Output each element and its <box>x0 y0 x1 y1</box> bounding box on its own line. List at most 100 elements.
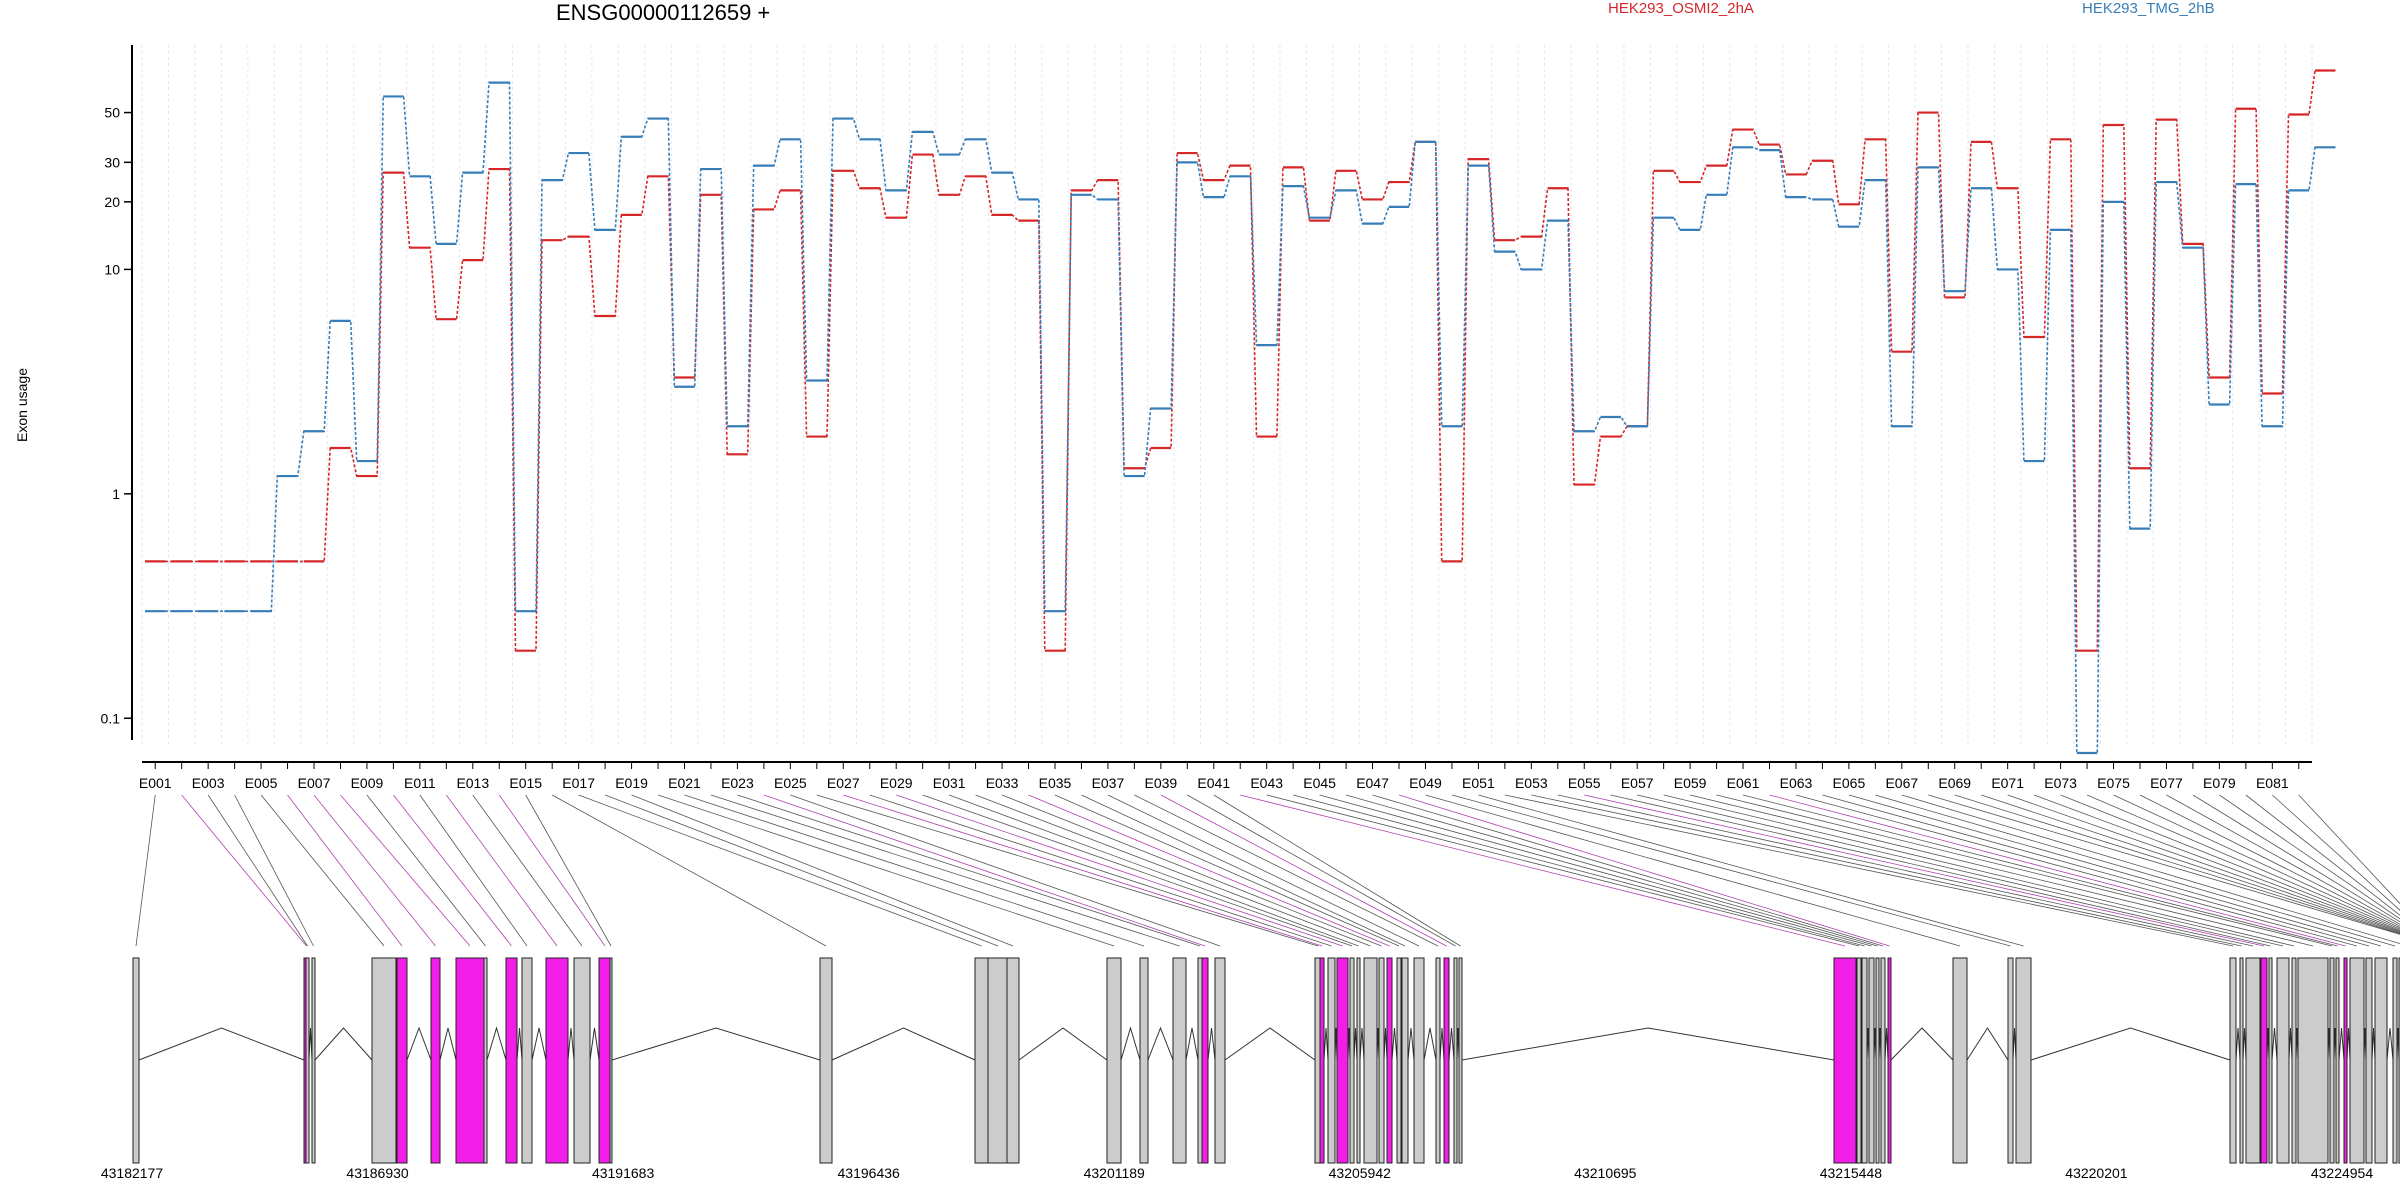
x-tick-label: E045 <box>1303 775 1336 791</box>
x-tick-label: E011 <box>404 775 436 791</box>
y-tick-label: 30 <box>104 154 120 170</box>
intron-line <box>1120 1026 1141 1061</box>
exon-block <box>609 957 613 1164</box>
exon-block <box>1401 957 1409 1164</box>
genomic-tick-label: 43215448 <box>1820 1165 1883 1181</box>
exon-block <box>1214 957 1226 1164</box>
x-tick-label: E007 <box>298 775 331 791</box>
y-tick-label: 10 <box>104 261 120 277</box>
x-tick-label: E073 <box>2044 775 2077 791</box>
exon-connector <box>2113 794 2400 929</box>
exon-connector <box>551 794 827 947</box>
exon-connector <box>1928 794 2400 935</box>
x-tick-label: E001 <box>139 775 172 791</box>
exon-connector <box>843 794 1323 947</box>
exon-block <box>1435 957 1441 1164</box>
exon-block <box>2392 957 2398 1164</box>
exon-block <box>430 957 441 1164</box>
y-tick-label: 50 <box>104 105 120 121</box>
x-tick-label: E043 <box>1250 775 1283 791</box>
x-tick-label: E059 <box>1674 775 1707 791</box>
exon-block <box>505 957 518 1164</box>
exon-block <box>545 957 569 1164</box>
intron-line <box>1207 1027 1216 1061</box>
exon-connector <box>1584 794 2265 947</box>
exon-connector <box>2139 794 2400 927</box>
exon-block <box>1378 957 1385 1164</box>
exon-block <box>2015 957 2032 1164</box>
exon-connector <box>207 794 308 947</box>
intron-line <box>1391 1027 1398 1061</box>
exon-connector <box>2007 794 2400 933</box>
x-tick-label: E075 <box>2097 775 2130 791</box>
exon-connector <box>366 794 486 947</box>
x-tick-label: E027 <box>827 775 860 791</box>
exon-connector <box>2219 794 2400 920</box>
x-axis: E001 E003 E005 E007 E009 E011 E013 E015 E017 E019… <box>139 761 2312 791</box>
intron-line <box>1018 1027 1108 1061</box>
intron-line <box>1439 1027 1445 1061</box>
chart-title: ENSG00000112659 + <box>556 0 771 25</box>
intron-line <box>1359 1027 1365 1061</box>
exon-block <box>2260 957 2268 1164</box>
exon-connector <box>1213 794 1461 947</box>
exon-connector <box>1054 794 1400 947</box>
intron-line <box>1224 1027 1316 1061</box>
exon-connector <box>135 794 156 947</box>
exon-block <box>2276 957 2290 1164</box>
x-tick-label: E037 <box>1092 775 1125 791</box>
exon-block <box>974 957 989 1164</box>
intron-line <box>516 1027 523 1061</box>
exon-block <box>1172 957 1187 1164</box>
exon-block <box>396 957 408 1164</box>
series-b <box>145 81 2336 755</box>
exon-connector <box>790 794 1221 947</box>
exon-connector <box>1822 794 2370 947</box>
x-tick-label: E035 <box>1039 775 1072 791</box>
exon-connector <box>2086 794 2400 930</box>
x-tick-label: E079 <box>2203 775 2236 791</box>
x-tick-label: E051 <box>1462 775 1495 791</box>
exon-connector <box>1742 794 2338 947</box>
exon-connector <box>1425 794 1961 947</box>
x-tick-label: E055 <box>1568 775 1601 791</box>
exon-block <box>2291 957 2297 1164</box>
exon-connector <box>2192 794 2400 923</box>
genomic-tick-label: 43210695 <box>1574 1165 1637 1181</box>
exon-connector <box>1610 794 2271 947</box>
exon-block <box>2239 957 2244 1164</box>
exon-connector <box>1557 794 2254 947</box>
intron-line <box>1423 1027 1437 1061</box>
exon-connector <box>1345 794 1878 947</box>
x-tick-label: E021 <box>668 775 701 791</box>
intron-line <box>1448 1027 1455 1061</box>
exon-block <box>2335 957 2340 1164</box>
genomic-tick-label: 43191683 <box>592 1165 655 1181</box>
exon-connector <box>710 794 1180 947</box>
x-tick-label: E077 <box>2150 775 2183 791</box>
intron-line <box>406 1026 432 1061</box>
x-tick-label: E017 <box>562 775 595 791</box>
exon-block <box>1453 957 1458 1164</box>
exon-block <box>311 957 316 1164</box>
exons <box>132 957 2400 1164</box>
x-tick-label: E067 <box>1885 775 1918 791</box>
exon-connector <box>2033 794 2400 932</box>
exon-connector <box>1398 794 1890 947</box>
exon-connector <box>1081 794 1406 947</box>
series-line <box>145 81 2336 754</box>
y-axis-label: Exon usage <box>14 368 30 442</box>
exon-block <box>1386 957 1393 1164</box>
exon-connector <box>948 794 1359 947</box>
exon-block <box>2007 957 2014 1164</box>
x-tick-label: E063 <box>1780 775 1813 791</box>
legend-series-b: HEK293_TMG_2hB <box>2082 0 2215 17</box>
exon-connector <box>1981 794 2400 934</box>
exon-block <box>987 957 1009 1164</box>
exon-block <box>1887 957 1892 1164</box>
exon-connector <box>2245 794 2400 916</box>
exon-connector <box>1266 794 1860 947</box>
exon-block <box>1458 957 1463 1164</box>
x-tick-label: E029 <box>880 775 913 791</box>
